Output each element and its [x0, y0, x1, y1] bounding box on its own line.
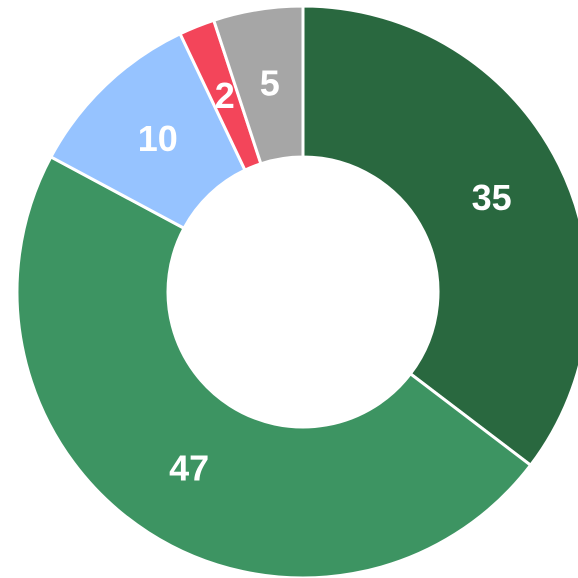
data-label: 5: [260, 63, 280, 104]
donut-slice: [15, 154, 533, 578]
data-label: 35: [472, 177, 512, 218]
donut-slice: [211, 4, 305, 166]
donut-slice: [301, 4, 578, 468]
data-label: 47: [169, 448, 209, 489]
data-label: 10: [138, 118, 178, 159]
data-label: 2: [215, 75, 235, 116]
